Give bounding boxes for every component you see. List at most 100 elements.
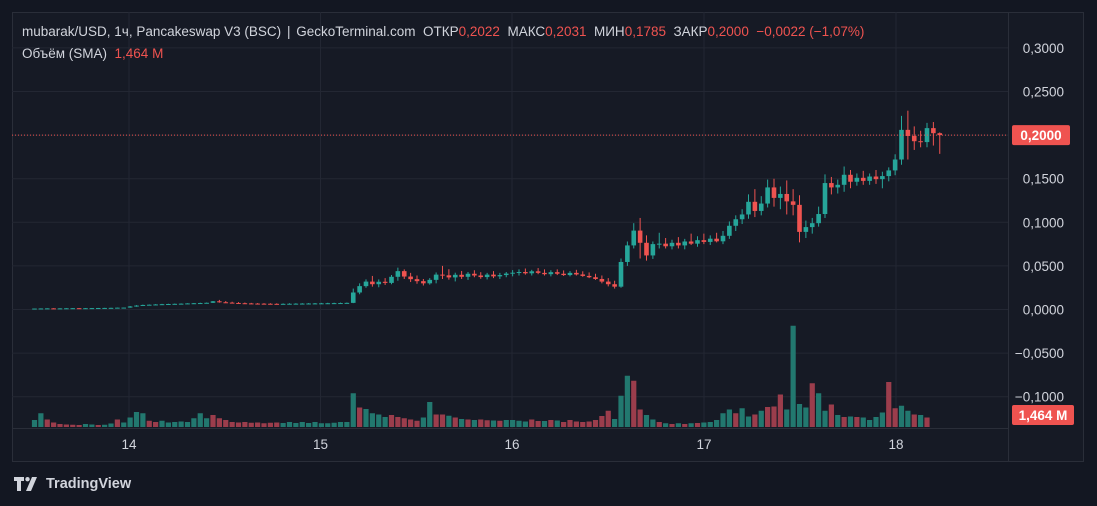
candle-body [784,193,790,202]
x-tick-label: 14 [121,437,137,452]
candle-body [89,308,95,310]
volume-bar [325,423,331,427]
candle-body [146,304,152,306]
candle-body [102,307,107,309]
candle-body [746,201,751,215]
volume-bar [886,382,892,427]
candle-body [905,129,911,136]
volume-bar [191,418,197,427]
candle-body [829,183,834,188]
volume-bar [465,419,471,427]
candle-body [363,281,369,287]
tradingview-icon [14,477,37,491]
candle-body [350,292,356,303]
volume-bar [350,393,356,427]
volume-bar [541,421,548,427]
candle-body [778,193,783,198]
legend-open-label: ОТКР [423,24,459,39]
candle-body [401,271,407,277]
volume-bar [497,420,503,427]
candle-body [625,245,630,262]
volume-bar [720,413,726,427]
candle-body [280,303,286,305]
candle-body [567,272,573,276]
volume-bar [114,419,120,427]
volume-bar [261,423,267,427]
volume-bar [140,413,146,427]
volume-bar [133,412,140,427]
price-chart[interactable]: 0,3000 0,2500 0,2000 0,1500 0,1000 0,0500 0,00… [12,12,1084,462]
legend-high-label: МАКС [507,24,546,39]
volume-bar [911,414,917,427]
volume-bar [675,423,681,427]
volume-bar [503,420,509,427]
y-tick-label: −0,0500 [1015,346,1064,361]
volume-bar [867,420,873,427]
candle-body [421,281,426,284]
volume-bar [57,424,63,427]
candle-body [542,272,547,275]
candle-body [433,274,439,280]
volume-bar [229,422,235,427]
volume-bar [408,419,414,427]
volume-bar [286,422,293,427]
volume-bar [548,420,554,427]
volume-bar [82,424,89,427]
candle-body [223,302,229,304]
volume-bar [382,417,388,427]
legend-low-value: 0,1785 [624,24,666,39]
candle-body [64,308,69,310]
candle-body [38,308,44,310]
candle-body [472,273,477,276]
legend-exchange: Pancakeswap V3 (BSC) [136,24,282,39]
volume-bar [535,421,541,427]
volume-bar [835,415,841,427]
volume-bar [765,407,771,427]
candle-body [765,187,770,204]
legend-open-value: 0,2022 [458,24,500,39]
candle-body [140,304,146,306]
tradingview-logo[interactable]: TradingView [14,476,131,492]
volume-bar [337,422,344,427]
volume-bar [637,409,643,427]
legend-close-label: ЗАКР [673,24,708,39]
candle-body [242,303,248,305]
candle-body [389,276,394,283]
candle-body [688,241,694,244]
volume-bar [631,380,637,427]
volume-bar [714,420,720,427]
volume-bar [771,406,777,427]
candle-body [95,308,101,310]
candle-body [529,271,535,274]
price-badge-label: 0,2000 [1020,128,1061,143]
volume-bar [51,422,57,427]
y-tick-label: 0,1500 [1023,172,1064,187]
y-tick-label: 0,1000 [1023,215,1064,230]
candle-body [695,240,700,244]
candle-body [669,242,675,247]
volume-bar [452,417,458,427]
candle-body [816,214,821,224]
candle-body [637,230,643,243]
volume-bar [733,413,739,427]
candle-body [663,243,668,247]
volume-bar [905,410,911,427]
candle-body [108,307,114,309]
volume-bar [796,404,803,427]
volume-bar [828,404,834,427]
candle-body [554,272,560,274]
volume-bar [127,417,133,427]
candle-body [523,272,528,274]
volume-bar [847,416,854,427]
candle-body [459,274,464,277]
x-tick-label: 16 [504,437,519,452]
volume-bar [898,405,905,427]
volume-bar [95,425,101,427]
x-tick-label: 15 [313,437,328,452]
candle-body [739,214,745,220]
candle-body [656,243,662,245]
volume-bar [299,422,305,427]
candle-body [248,303,254,305]
legend-volume: Объём (SMA) 1,464 M [22,46,163,61]
candle-body [465,273,471,277]
